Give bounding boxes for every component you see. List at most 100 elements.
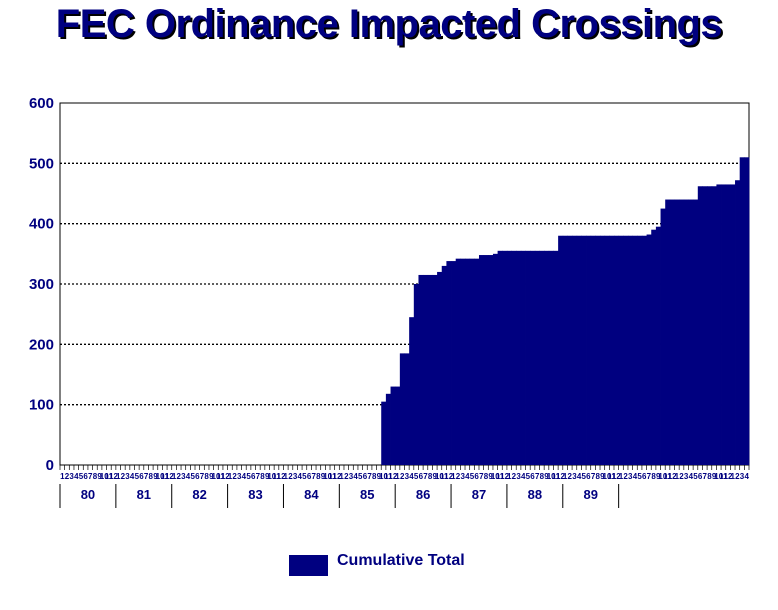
x-tick-label: 10 <box>212 472 221 481</box>
area-step <box>707 186 713 465</box>
x-tick-label: 1 <box>172 472 177 481</box>
area-step <box>437 271 443 465</box>
area-step <box>446 261 452 465</box>
x-tick-label: 3 <box>572 472 577 481</box>
x-tick-label: 3 <box>181 472 186 481</box>
area-step <box>655 226 661 465</box>
x-tick-label: 4 <box>353 472 358 481</box>
area-step <box>604 235 610 465</box>
x-tick-label: 12 <box>388 472 397 481</box>
x-tick-label: 8 <box>540 472 545 481</box>
x-tick-label: 12 <box>109 472 118 481</box>
area-step <box>492 253 499 465</box>
x-tick-label: 6 <box>530 472 535 481</box>
x-tick-label: 11 <box>440 472 449 481</box>
x-tick-label: 11 <box>105 472 114 481</box>
x-tick-label: 7 <box>423 472 428 481</box>
x-tick-label: 4 <box>689 472 694 481</box>
x-tick-label: 2 <box>288 472 293 481</box>
x-tick-label: 6 <box>139 472 144 481</box>
x-tick-label: 3 <box>460 472 465 481</box>
x-tick-label: 9 <box>209 472 214 481</box>
x-tick-label: 4 <box>633 472 638 481</box>
area-step <box>618 235 624 465</box>
x-tick-label: 8 <box>595 472 600 481</box>
x-tick-label: 2 <box>456 472 461 481</box>
area-step <box>390 386 396 465</box>
y-axis: 0 100 200 300 400 500 600 <box>29 95 54 474</box>
area-step <box>697 186 703 465</box>
x-tick-label: 5 <box>693 472 698 481</box>
x-tick-label: 10 <box>100 472 109 481</box>
year-label: 84 <box>304 487 319 502</box>
area-step <box>683 199 689 466</box>
x-tick-label: 3 <box>740 472 745 481</box>
x-tick-label: 1 <box>507 472 512 481</box>
area-step <box>534 250 540 465</box>
area-step <box>586 235 592 465</box>
x-tick-label: 5 <box>79 472 84 481</box>
area-step <box>483 255 489 465</box>
x-tick-label: 10 <box>379 472 388 481</box>
x-tick-label: 6 <box>251 472 256 481</box>
x-tick-label: 12 <box>444 472 453 481</box>
x-tick-label: 11 <box>607 472 616 481</box>
x-tick-label: 3 <box>516 472 521 481</box>
x-tick-label: 9 <box>265 472 270 481</box>
area-step <box>576 235 582 465</box>
x-tick-label: 1 <box>339 472 344 481</box>
y-tick-label: 300 <box>29 276 54 293</box>
year-label: 80 <box>81 487 95 502</box>
area-step <box>739 157 745 466</box>
x-tick-label: 7 <box>535 472 540 481</box>
x-tick-label: 3 <box>684 472 689 481</box>
area-step <box>567 235 573 465</box>
x-tick-label: 7 <box>703 472 708 481</box>
x-tick-label: 6 <box>83 472 88 481</box>
area-step <box>511 250 517 465</box>
x-tick-label: 2 <box>232 472 237 481</box>
x-tick-label: 12 <box>333 472 342 481</box>
x-tick-label: 8 <box>260 472 265 481</box>
x-tick-label: 3 <box>125 472 130 481</box>
x-tick-label: 10 <box>714 472 723 481</box>
x-tick-label: 8 <box>484 472 489 481</box>
area-step <box>432 274 438 465</box>
area-step <box>562 235 568 465</box>
x-tick-label: 2 <box>679 472 684 481</box>
area-step <box>544 250 550 465</box>
x-tick-label: 1 <box>228 472 233 481</box>
x-tick-label: 4 <box>465 472 470 481</box>
x-tick-label: 3 <box>293 472 298 481</box>
x-tick-label: 10 <box>323 472 332 481</box>
x-tick-label: 5 <box>526 472 531 481</box>
area-step <box>455 258 461 465</box>
x-tick-label: 2 <box>623 472 628 481</box>
area-step <box>553 250 559 465</box>
area-step <box>488 255 494 465</box>
x-tick-label: 12 <box>277 472 286 481</box>
x-tick-label: 9 <box>377 472 382 481</box>
x-tick-label: 6 <box>307 472 312 481</box>
x-tick-label: 6 <box>195 472 200 481</box>
area-step <box>460 258 466 465</box>
y-tick-label: 100 <box>29 397 54 414</box>
y-tick-label: 200 <box>29 336 54 353</box>
x-tick-label: 4 <box>186 472 191 481</box>
x-tick-label: 3 <box>405 472 410 481</box>
area-step <box>395 386 401 465</box>
x-tick-label: 6 <box>586 472 591 481</box>
x-tick-label: 11 <box>216 472 225 481</box>
area-step <box>716 184 722 465</box>
area-step <box>725 184 731 465</box>
area-step <box>423 274 429 465</box>
year-label: 83 <box>248 487 262 502</box>
x-tick-label: 11 <box>552 472 561 481</box>
x-tick-label: 4 <box>744 472 749 481</box>
x-tick-label: 9 <box>656 472 661 481</box>
x-tick-label: 11 <box>496 472 505 481</box>
x-tick-label: 1 <box>730 472 735 481</box>
area-step <box>530 250 536 465</box>
